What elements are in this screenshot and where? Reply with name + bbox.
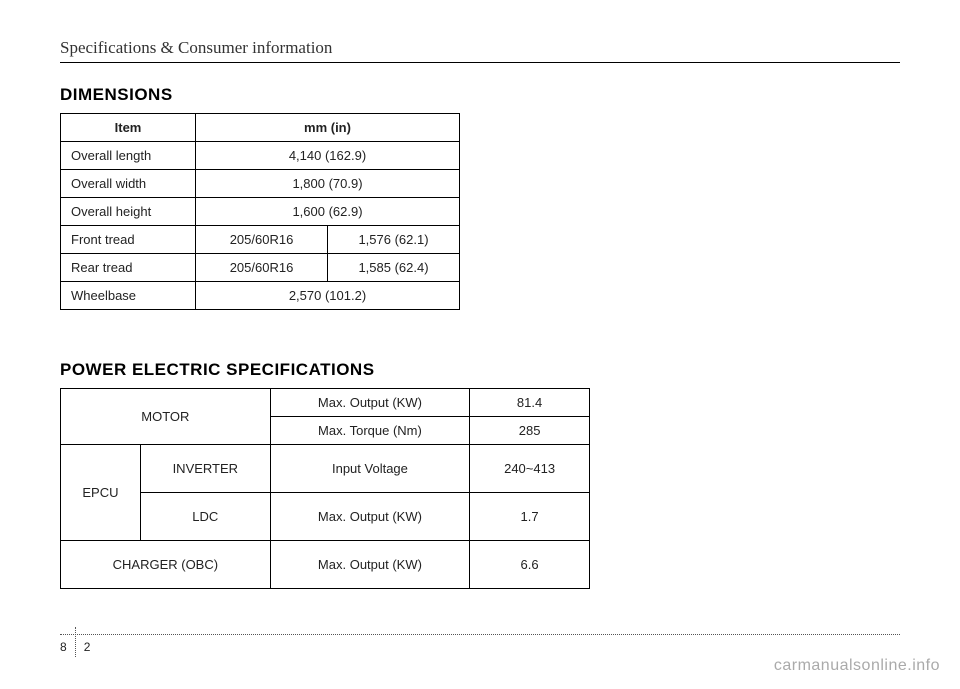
power-specs-title: POWER ELECTRIC SPECIFICATIONS	[60, 360, 900, 380]
dim-label: Overall height	[61, 198, 196, 226]
dim-value: 1,585 (62.4)	[328, 254, 460, 282]
inverter-param: Input Voltage	[270, 445, 469, 493]
table-row: Rear tread 205/60R16 1,585 (62.4)	[61, 254, 460, 282]
dim-value: 2,570 (101.2)	[196, 282, 460, 310]
inverter-value: 240~413	[470, 445, 590, 493]
motor-torque-label: Max. Torque (Nm)	[270, 417, 469, 445]
dim-tire: 205/60R16	[196, 254, 328, 282]
dimensions-table: Item mm (in) Overall length 4,140 (162.9…	[60, 113, 460, 310]
dim-tire: 205/60R16	[196, 226, 328, 254]
charger-param: Max. Output (KW)	[270, 541, 469, 589]
table-row: Front tread 205/60R16 1,576 (62.1)	[61, 226, 460, 254]
col-header-value: mm (in)	[196, 114, 460, 142]
dim-value: 4,140 (162.9)	[196, 142, 460, 170]
page-num-right: 2	[84, 640, 91, 654]
dim-label: Overall length	[61, 142, 196, 170]
charger-value: 6.6	[470, 541, 590, 589]
watermark-text: carmanualsonline.info	[774, 657, 940, 675]
table-row: MOTOR Max. Output (KW) 81.4	[61, 389, 590, 417]
table-row: CHARGER (OBC) Max. Output (KW) 6.6	[61, 541, 590, 589]
table-row: Wheelbase 2,570 (101.2)	[61, 282, 460, 310]
motor-output-label: Max. Output (KW)	[270, 389, 469, 417]
table-row: EPCU INVERTER Input Voltage 240~413	[61, 445, 590, 493]
page-numbers: 8 2	[60, 637, 900, 657]
col-header-item: Item	[61, 114, 196, 142]
header-rule	[60, 62, 900, 63]
dim-value: 1,600 (62.9)	[196, 198, 460, 226]
page-container: Specifications & Consumer information DI…	[0, 0, 960, 689]
dim-label: Front tread	[61, 226, 196, 254]
inverter-label: INVERTER	[140, 445, 270, 493]
motor-torque-value: 285	[470, 417, 590, 445]
page-header: Specifications & Consumer information	[60, 38, 900, 62]
page-num-separator	[75, 627, 76, 657]
table-row: Overall height 1,600 (62.9)	[61, 198, 460, 226]
dim-value: 1,800 (70.9)	[196, 170, 460, 198]
motor-output-value: 81.4	[470, 389, 590, 417]
table-row: Overall length 4,140 (162.9)	[61, 142, 460, 170]
power-specs-table: MOTOR Max. Output (KW) 81.4 Max. Torque …	[60, 388, 590, 589]
table-row: LDC Max. Output (KW) 1.7	[61, 493, 590, 541]
table-row: Overall width 1,800 (70.9)	[61, 170, 460, 198]
page-num-left: 8	[60, 640, 67, 654]
table-header-row: Item mm (in)	[61, 114, 460, 142]
ldc-param: Max. Output (KW)	[270, 493, 469, 541]
dim-label: Rear tread	[61, 254, 196, 282]
dim-value: 1,576 (62.1)	[328, 226, 460, 254]
page-footer: 8 2	[60, 634, 900, 659]
dim-label: Wheelbase	[61, 282, 196, 310]
ldc-label: LDC	[140, 493, 270, 541]
dimensions-title: DIMENSIONS	[60, 85, 900, 105]
charger-label: CHARGER (OBC)	[61, 541, 271, 589]
ldc-value: 1.7	[470, 493, 590, 541]
dim-label: Overall width	[61, 170, 196, 198]
epcu-label: EPCU	[61, 445, 141, 541]
footer-dotted-rule	[60, 634, 900, 635]
motor-label: MOTOR	[61, 389, 271, 445]
